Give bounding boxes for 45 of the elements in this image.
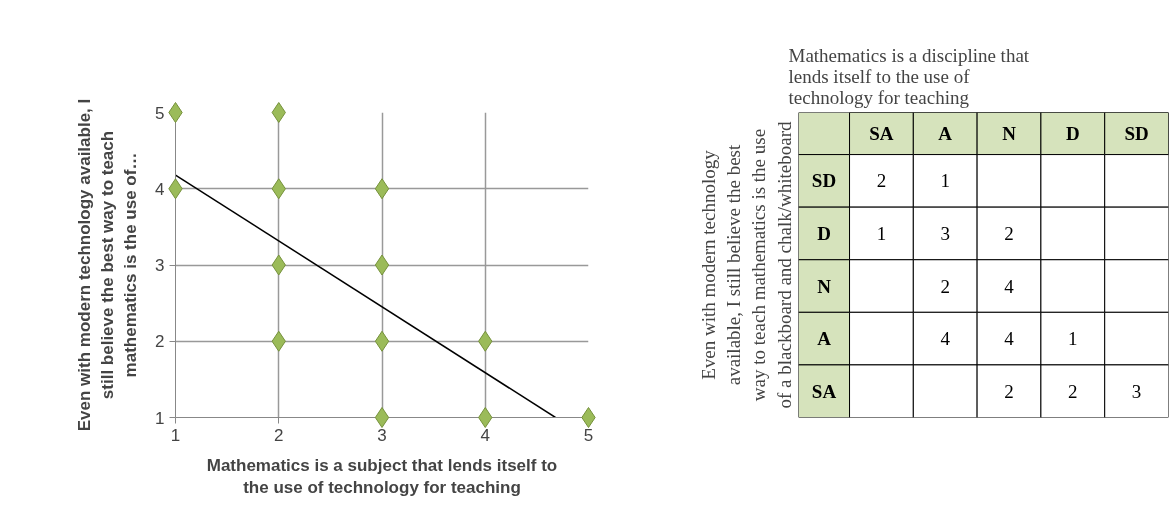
data-label: 1	[876, 222, 887, 244]
data-label: 3	[940, 222, 950, 244]
point	[581, 407, 596, 428]
y-tick-label: A	[817, 328, 832, 350]
y-tick-label: 1	[155, 408, 165, 428]
point	[374, 330, 390, 352]
y-axis-title: Even with modern technology available, I still believe the best way to teach mathematics is the use of…	[75, 98, 141, 432]
y-tick-label: N	[817, 275, 832, 297]
x-tick-label: N	[1002, 123, 1017, 145]
data-label: 2	[1004, 380, 1014, 402]
data-label: 3	[1131, 380, 1142, 402]
data-label: 2	[1068, 380, 1078, 402]
point	[374, 178, 390, 200]
point	[374, 254, 390, 276]
y-tick-label: 3	[155, 256, 165, 275]
point	[271, 102, 286, 123]
y-tick-label: SD	[811, 170, 837, 192]
x-tick-label: 4	[480, 425, 490, 445]
x-tick-label: A	[938, 123, 953, 145]
data-label: 4	[1004, 275, 1015, 297]
y-tick-label: 5	[155, 103, 165, 123]
x-tick-label: 5	[583, 425, 594, 445]
y-tick-label: D	[817, 222, 831, 244]
x-axis-title: Mathematics is a subject that lends itself to the use of technology for teaching	[206, 455, 558, 498]
y-tick-label: 2	[155, 332, 165, 352]
data-label: 4	[1004, 328, 1015, 350]
y-tick-label: SA	[811, 380, 837, 402]
point	[374, 407, 390, 428]
x-tick-label: 2	[274, 425, 284, 445]
data-label: 2	[1004, 222, 1014, 244]
data-label: 2	[940, 275, 950, 297]
chart-title: Mathematics is a discipline that lends itself to the use of technology for teaching	[788, 44, 1030, 108]
x-tick-label: SD	[1124, 123, 1149, 145]
x-tick-label: 3	[377, 425, 387, 445]
data-label: 1	[1068, 328, 1078, 350]
x-tick-label: SA	[869, 123, 894, 145]
data-label: 1	[940, 170, 950, 192]
point	[478, 407, 493, 428]
y-axis-title: Even with modern technology available, I still believe the best way to teach mathematics is the use of a blackboard and chalk/whiteboard	[697, 121, 795, 409]
x-tick-label: D	[1065, 123, 1080, 145]
data-label: 2	[876, 170, 887, 192]
point	[168, 102, 183, 123]
y-tick-label: 4	[155, 179, 165, 199]
data-label: 4	[940, 328, 951, 350]
x-tick-label: 1	[170, 425, 181, 445]
